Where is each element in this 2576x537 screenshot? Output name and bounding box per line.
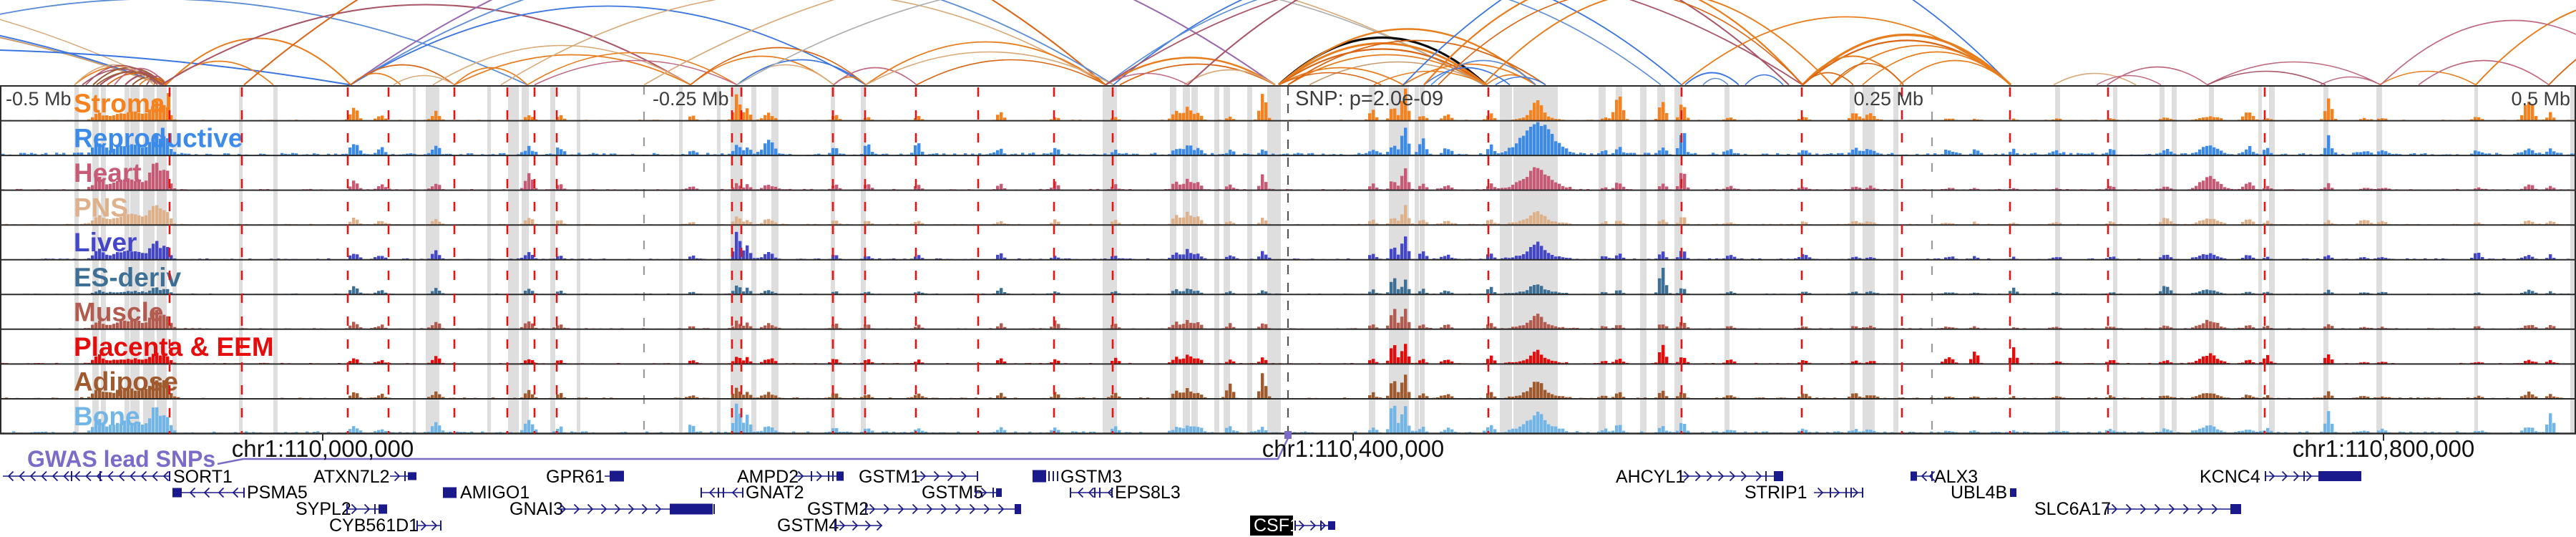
svg-text:GSTM1: GSTM1	[859, 467, 920, 487]
svg-text:GSTM3: GSTM3	[1060, 467, 1122, 487]
svg-text:Reproductive: Reproductive	[74, 124, 243, 153]
svg-text:SNP: p=2.0e-09: SNP: p=2.0e-09	[1295, 87, 1443, 110]
svg-text:-0.5 Mb: -0.5 Mb	[6, 88, 72, 110]
svg-text:EPS8L3: EPS8L3	[1115, 483, 1181, 503]
svg-text:GSTM5: GSTM5	[922, 483, 983, 503]
svg-text:Heart: Heart	[74, 158, 142, 188]
svg-text:GNAI3: GNAI3	[509, 499, 563, 519]
svg-text:0.5 Mb: 0.5 Mb	[2511, 88, 2570, 110]
svg-text:SORT1: SORT1	[173, 467, 233, 487]
svg-text:Liver: Liver	[74, 228, 137, 257]
svg-text:AMPD2: AMPD2	[737, 467, 799, 487]
svg-text:GPR61: GPR61	[546, 467, 605, 487]
svg-text:ATXN7L2: ATXN7L2	[313, 467, 390, 487]
svg-text:GSTM4: GSTM4	[777, 516, 839, 536]
svg-text:Placenta & EEM: Placenta & EEM	[74, 332, 274, 362]
svg-text:Stromal: Stromal	[74, 89, 172, 118]
svg-text:CSF1: CSF1	[1254, 516, 1299, 536]
svg-text:AMIGO1: AMIGO1	[460, 483, 530, 503]
svg-text:UBL4B: UBL4B	[1951, 483, 2007, 503]
svg-text:Adipose: Adipose	[74, 367, 178, 396]
svg-text:Bone: Bone	[74, 402, 140, 431]
svg-text:GSTM2: GSTM2	[807, 499, 869, 519]
svg-text:SYPL2: SYPL2	[296, 499, 351, 519]
svg-text:GWAS lead SNPs: GWAS lead SNPs	[27, 446, 215, 472]
svg-text:0.25 Mb: 0.25 Mb	[1853, 88, 1923, 110]
svg-text:KCNC4: KCNC4	[2200, 467, 2260, 487]
svg-text:chr1:110,000,000: chr1:110,000,000	[232, 435, 414, 462]
svg-text:SLC6A17: SLC6A17	[2034, 499, 2111, 519]
svg-text:ALX3: ALX3	[1934, 467, 1978, 487]
svg-text:GNAT2: GNAT2	[746, 483, 804, 503]
svg-text:Muscle: Muscle	[74, 297, 163, 326]
svg-text:CYB561D1: CYB561D1	[329, 516, 419, 536]
svg-text:-0.25 Mb: -0.25 Mb	[653, 88, 729, 110]
svg-text:PNS: PNS	[74, 193, 128, 223]
svg-text:AHCYL1: AHCYL1	[1616, 467, 1685, 487]
svg-text:chr1:110,800,000: chr1:110,800,000	[2293, 435, 2474, 462]
svg-text:STRIP1: STRIP1	[1745, 483, 1807, 503]
svg-text:PSMA5: PSMA5	[247, 483, 308, 503]
svg-text:ES-deriv: ES-deriv	[74, 263, 182, 292]
svg-text:chr1:110,400,000: chr1:110,400,000	[1262, 435, 1444, 462]
